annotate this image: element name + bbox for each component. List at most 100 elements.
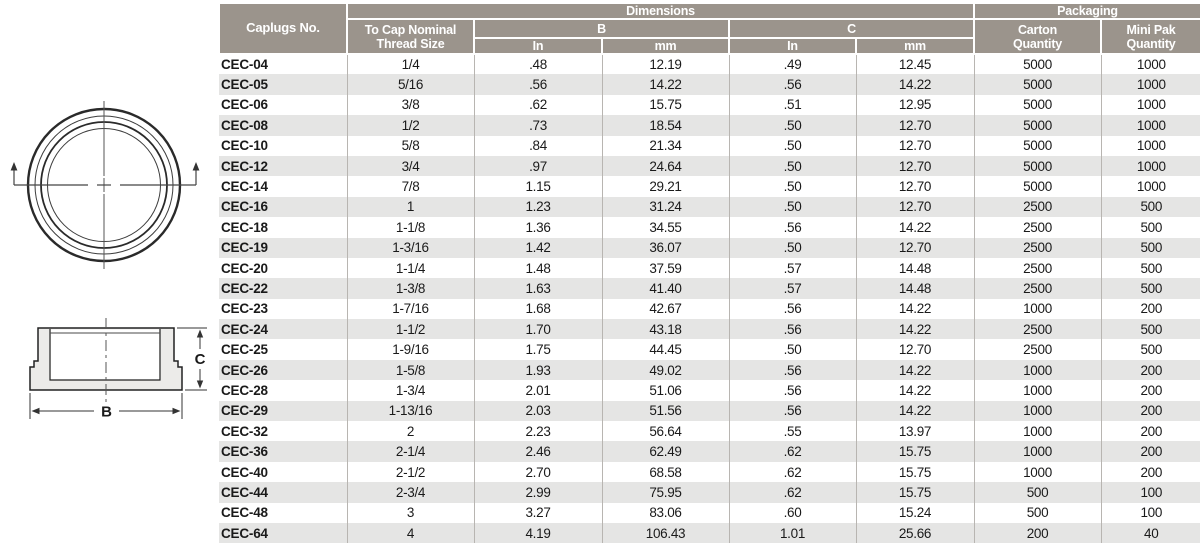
table-row: CEC-06 3/8 .62 15.75 .51 12.95 5000 1000 — [219, 94, 1200, 116]
cell-thread-size: 2-1/2 — [346, 461, 474, 483]
cell-caplugs-no: CEC-40 — [219, 461, 347, 483]
cell-c-in: .55 — [728, 421, 856, 442]
cell-b-in: 3.27 — [473, 502, 602, 523]
cell-carton-qty: 5000 — [973, 94, 1101, 116]
cell-c-mm: 14.22 — [855, 359, 974, 381]
cell-b-mm: 12.19 — [601, 54, 729, 75]
section-arrow-right-icon — [192, 162, 200, 171]
cell-b-in: 2.46 — [473, 441, 602, 462]
cell-c-in: 1.01 — [728, 522, 856, 544]
cell-c-mm: 12.70 — [855, 115, 974, 136]
cell-c-mm: 12.95 — [855, 94, 974, 116]
cell-minipak-qty: 1000 — [1100, 54, 1200, 75]
dim-b-arrow-right-icon — [172, 407, 181, 415]
cell-carton-qty: 1000 — [973, 380, 1101, 401]
cell-thread-size: 1-13/16 — [346, 400, 474, 422]
cell-b-in: 2.03 — [473, 400, 602, 422]
cell-minipak-qty: 100 — [1100, 502, 1200, 523]
cell-minipak-qty: 200 — [1100, 380, 1200, 401]
cell-caplugs-no: CEC-25 — [219, 339, 347, 360]
cell-carton-qty: 1000 — [973, 298, 1101, 320]
cell-c-in: .50 — [728, 115, 856, 136]
cell-c-in: .62 — [728, 461, 856, 483]
cell-b-in: 1.48 — [473, 257, 602, 279]
table-row: CEC-36 2-1/4 2.46 62.49 .62 15.75 1000 2… — [219, 441, 1200, 462]
cell-carton-qty: 2500 — [973, 217, 1101, 238]
cell-thread-size: 1/4 — [346, 54, 474, 75]
cell-thread-size: 5/8 — [346, 135, 474, 156]
cell-carton-qty: 5000 — [973, 155, 1101, 177]
cell-b-mm: 41.40 — [601, 278, 729, 299]
cell-caplugs-no: CEC-20 — [219, 257, 347, 279]
cell-c-mm: 14.22 — [855, 74, 974, 95]
table-row: CEC-24 1-1/2 1.70 43.18 .56 14.22 2500 5… — [219, 319, 1200, 340]
cell-c-in: .50 — [728, 237, 856, 258]
table-row: CEC-08 1/2 .73 18.54 .50 12.70 5000 1000 — [219, 115, 1200, 136]
col-header-c-mm: mm — [855, 37, 975, 55]
cell-thread-size: 3/8 — [346, 94, 474, 116]
cell-c-in: .57 — [728, 278, 856, 299]
cell-c-in: .51 — [728, 94, 856, 116]
cell-c-in: .50 — [728, 339, 856, 360]
cell-thread-size: 1-7/16 — [346, 298, 474, 320]
cell-c-mm: 12.70 — [855, 176, 974, 197]
cell-minipak-qty: 1000 — [1100, 135, 1200, 156]
cell-caplugs-no: CEC-29 — [219, 400, 347, 422]
cell-c-in: .50 — [728, 135, 856, 156]
spec-table-wrap: Caplugs No. Dimensions Packaging To Cap … — [218, 2, 1200, 544]
cell-c-in: .56 — [728, 217, 856, 238]
cell-minipak-qty: 1000 — [1100, 115, 1200, 136]
table-row: CEC-48 3 3.27 83.06 .60 15.24 500 100 — [219, 502, 1200, 523]
cell-c-in: .50 — [728, 176, 856, 197]
cell-minipak-qty: 1000 — [1100, 155, 1200, 177]
col-header-b-in: In — [473, 37, 603, 55]
cell-b-in: 4.19 — [473, 522, 602, 544]
cell-b-mm: 24.64 — [601, 155, 729, 177]
cell-carton-qty: 1000 — [973, 461, 1101, 483]
cell-caplugs-no: CEC-18 — [219, 217, 347, 238]
cell-minipak-qty: 500 — [1100, 196, 1200, 218]
cell-minipak-qty: 200 — [1100, 421, 1200, 442]
cell-b-in: 1.63 — [473, 278, 602, 299]
cap-section-view: C B — [29, 318, 207, 421]
cell-c-mm: 14.22 — [855, 298, 974, 320]
cap-cavity — [50, 329, 160, 380]
cell-minipak-qty: 1000 — [1100, 94, 1200, 116]
cell-c-in: .60 — [728, 502, 856, 523]
dim-c-arrow-up-icon — [196, 329, 204, 338]
cell-c-in: .50 — [728, 155, 856, 177]
cell-c-mm: 12.70 — [855, 237, 974, 258]
cell-c-mm: 12.70 — [855, 339, 974, 360]
cell-b-mm: 75.95 — [601, 482, 729, 503]
technical-drawing: C B — [10, 101, 207, 421]
cell-c-mm: 14.22 — [855, 217, 974, 238]
cell-c-mm: 15.24 — [855, 502, 974, 523]
table-row: CEC-29 1-13/16 2.03 51.56 .56 14.22 1000… — [219, 400, 1200, 422]
cell-carton-qty: 1000 — [973, 441, 1101, 462]
dimension-c: C — [177, 327, 207, 391]
cell-c-mm: 15.75 — [855, 441, 974, 462]
cell-b-mm: 51.56 — [601, 400, 729, 422]
cell-thread-size: 5/16 — [346, 74, 474, 95]
cell-thread-size: 1-1/8 — [346, 217, 474, 238]
cell-minipak-qty: 200 — [1100, 298, 1200, 320]
table-row: CEC-04 1/4 .48 12.19 .49 12.45 5000 1000 — [219, 54, 1200, 75]
cell-c-in: .62 — [728, 482, 856, 503]
cell-b-mm: 14.22 — [601, 74, 729, 95]
cell-b-in: 1.15 — [473, 176, 602, 197]
table-row: CEC-16 1 1.23 31.24 .50 12.70 2500 500 — [219, 196, 1200, 218]
table-row: CEC-22 1-3/8 1.63 41.40 .57 14.48 2500 5… — [219, 278, 1200, 299]
table-row: CEC-44 2-3/4 2.99 75.95 .62 15.75 500 10… — [219, 482, 1200, 503]
col-header-b: B — [473, 18, 730, 39]
cell-b-in: .97 — [473, 155, 602, 177]
cell-carton-qty: 5000 — [973, 74, 1101, 95]
cell-minipak-qty: 100 — [1100, 482, 1200, 503]
cell-caplugs-no: CEC-12 — [219, 155, 347, 177]
table-header: Caplugs No. Dimensions Packaging To Cap … — [218, 2, 1200, 55]
cell-b-in: .62 — [473, 94, 602, 116]
cell-c-mm: 14.48 — [855, 257, 974, 279]
cell-thread-size: 2-3/4 — [346, 482, 474, 503]
cell-b-in: 1.36 — [473, 217, 602, 238]
cell-minipak-qty: 200 — [1100, 441, 1200, 462]
